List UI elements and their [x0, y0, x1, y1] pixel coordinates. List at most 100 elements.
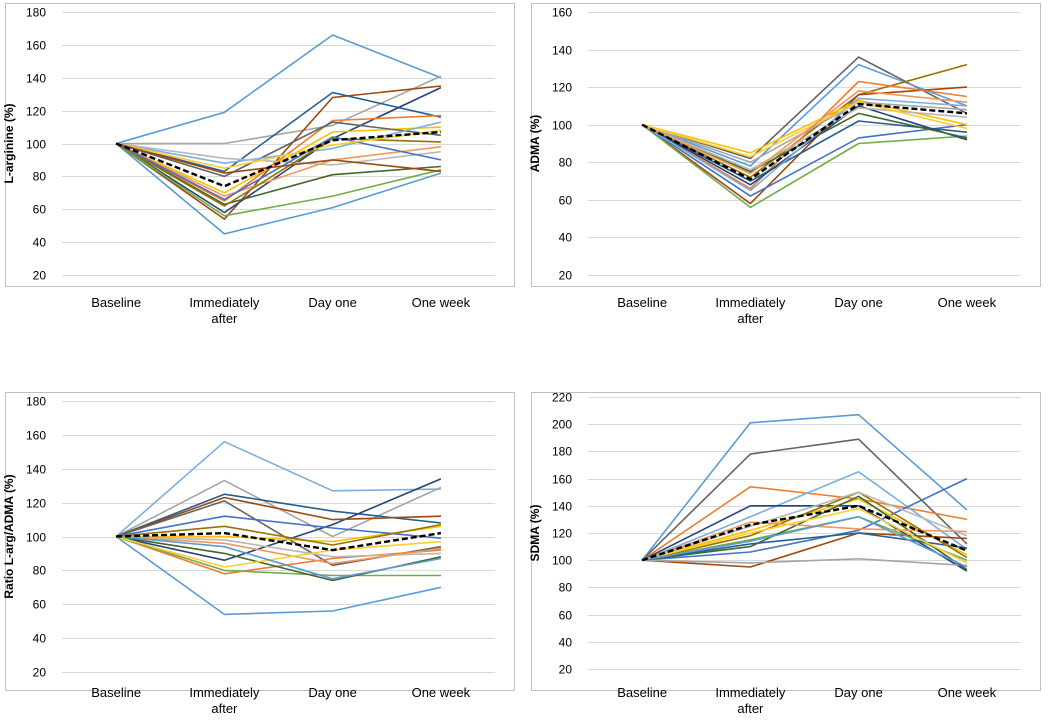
series-line [115, 129, 442, 169]
series-line [116, 535, 442, 580]
series-line [641, 124, 967, 209]
series-line [641, 413, 968, 561]
series-line [115, 85, 441, 220]
mean-line [116, 531, 442, 552]
chart-panel-l-arginine: 20 40 60 80 100 120 140 160 180 L-arginine (%) Bas… [0, 0, 526, 360]
series-line [641, 120, 967, 182]
y-axis-label: SDMA (%) [528, 505, 542, 562]
mean-line [115, 130, 441, 188]
series-line [641, 101, 968, 158]
y-tick-label: 20 [33, 269, 47, 283]
series-line [115, 142, 441, 174]
y-tick-label: 120 [552, 527, 572, 541]
y-tick-label: 80 [33, 170, 47, 184]
chart-panel-adma: 20 40 60 80 100 120 140 160 ADMA (%) Baseline Imme… [526, 0, 1052, 360]
y-tick-label: 160 [26, 429, 46, 443]
sdma-chart: 20 40 60 80 100 120 140 160 180 200 220 SDMA (%) Bas… [528, 391, 1041, 716]
x-category-label: Baseline [617, 295, 667, 310]
series-line [641, 486, 968, 561]
series-line [641, 90, 967, 175]
mean-line [641, 504, 968, 562]
y-tick-label: 100 [552, 119, 572, 133]
y-tick-label: 160 [26, 39, 46, 53]
series-line [115, 440, 441, 538]
series-line [115, 496, 441, 538]
y-tick-label: 120 [26, 497, 46, 511]
series-line [115, 142, 441, 166]
y-tick-label: 40 [559, 636, 573, 650]
series-line [116, 535, 441, 558]
x-category-label: Baseline [91, 685, 141, 700]
series-line [641, 491, 968, 561]
x-category-label: Day one [834, 295, 882, 310]
y-tick-label: 80 [559, 581, 573, 595]
series-line [641, 532, 968, 561]
adma-chart: 20 40 60 80 100 120 140 160 ADMA (%) Baseline Imme… [528, 3, 1041, 326]
series-line [115, 91, 442, 173]
y-tick-label: 80 [33, 564, 47, 578]
series-line [116, 523, 442, 546]
y-axis-label: Ratio L-arg/ADMA (%) [2, 474, 16, 598]
y-tick-label: 160 [552, 473, 572, 487]
l-arginine-chart: 20 40 60 80 100 120 140 160 180 L-arginine (%) Bas… [2, 3, 515, 326]
y-tick-label: 60 [559, 609, 573, 623]
y-axis-label: ADMA (%) [528, 115, 542, 173]
series-line [116, 525, 442, 543]
series-line [115, 86, 442, 214]
x-category-label: One week [412, 685, 471, 700]
series-line [115, 535, 441, 577]
x-category-label: Immediately after [189, 685, 260, 716]
series-line [641, 112, 968, 173]
y-tick-label: 20 [33, 666, 47, 680]
y-tick-label: 100 [26, 531, 46, 545]
series-line [116, 75, 442, 145]
x-category-label: One week [938, 685, 997, 700]
series-line [641, 515, 968, 568]
x-category-label: Immediately after [715, 685, 786, 716]
y-tick-label: 100 [552, 554, 572, 568]
x-category-label: Baseline [91, 295, 141, 310]
y-tick-label: 60 [559, 194, 573, 208]
series-line [641, 123, 967, 197]
y-axis-label: L-arginine (%) [2, 103, 16, 183]
series-line [115, 34, 442, 145]
series-line [641, 521, 967, 561]
series-line [641, 97, 967, 192]
y-tick-label: 40 [33, 236, 47, 250]
series-line [115, 136, 442, 201]
series-line [115, 142, 442, 235]
x-category-label: Baseline [617, 685, 667, 700]
y-tick-label: 80 [559, 156, 573, 170]
y-tick-label: 140 [26, 72, 46, 86]
y-tick-label: 200 [552, 418, 572, 432]
y-tick-label: 120 [552, 81, 572, 95]
y-tick-label: 100 [26, 138, 46, 152]
x-category-label: Immediately after [189, 295, 260, 326]
y-tick-label: 180 [552, 445, 572, 459]
series-line [641, 438, 968, 561]
y-tick-label: 40 [559, 231, 573, 245]
y-tick-label: 140 [552, 500, 572, 514]
y-tick-label: 20 [559, 269, 573, 283]
y-tick-label: 140 [552, 44, 572, 58]
y-tick-label: 20 [559, 663, 573, 677]
y-tick-label: 180 [26, 6, 46, 20]
series-line [641, 107, 967, 171]
y-tick-label: 120 [26, 105, 46, 119]
chart-panel-ratio: 20 40 60 80 100 120 140 160 180 Ratio L-arg/ADMA … [0, 360, 526, 720]
series-line [641, 80, 968, 190]
y-tick-label: 160 [552, 6, 572, 20]
series-line [641, 507, 968, 564]
series-line [115, 515, 441, 539]
y-tick-label: 220 [552, 391, 572, 405]
series-line [115, 137, 441, 207]
x-category-label: Day one [308, 685, 356, 700]
series-line [115, 121, 441, 178]
series-line [641, 471, 968, 561]
chart-frame [5, 392, 515, 691]
series-line [115, 142, 441, 197]
series-line [115, 535, 442, 616]
series-line [115, 535, 441, 568]
chart-panel-sdma: 20 40 60 80 100 120 140 160 180 200 220 SDMA (%) Bas… [526, 360, 1052, 720]
y-tick-label: 180 [26, 395, 46, 409]
